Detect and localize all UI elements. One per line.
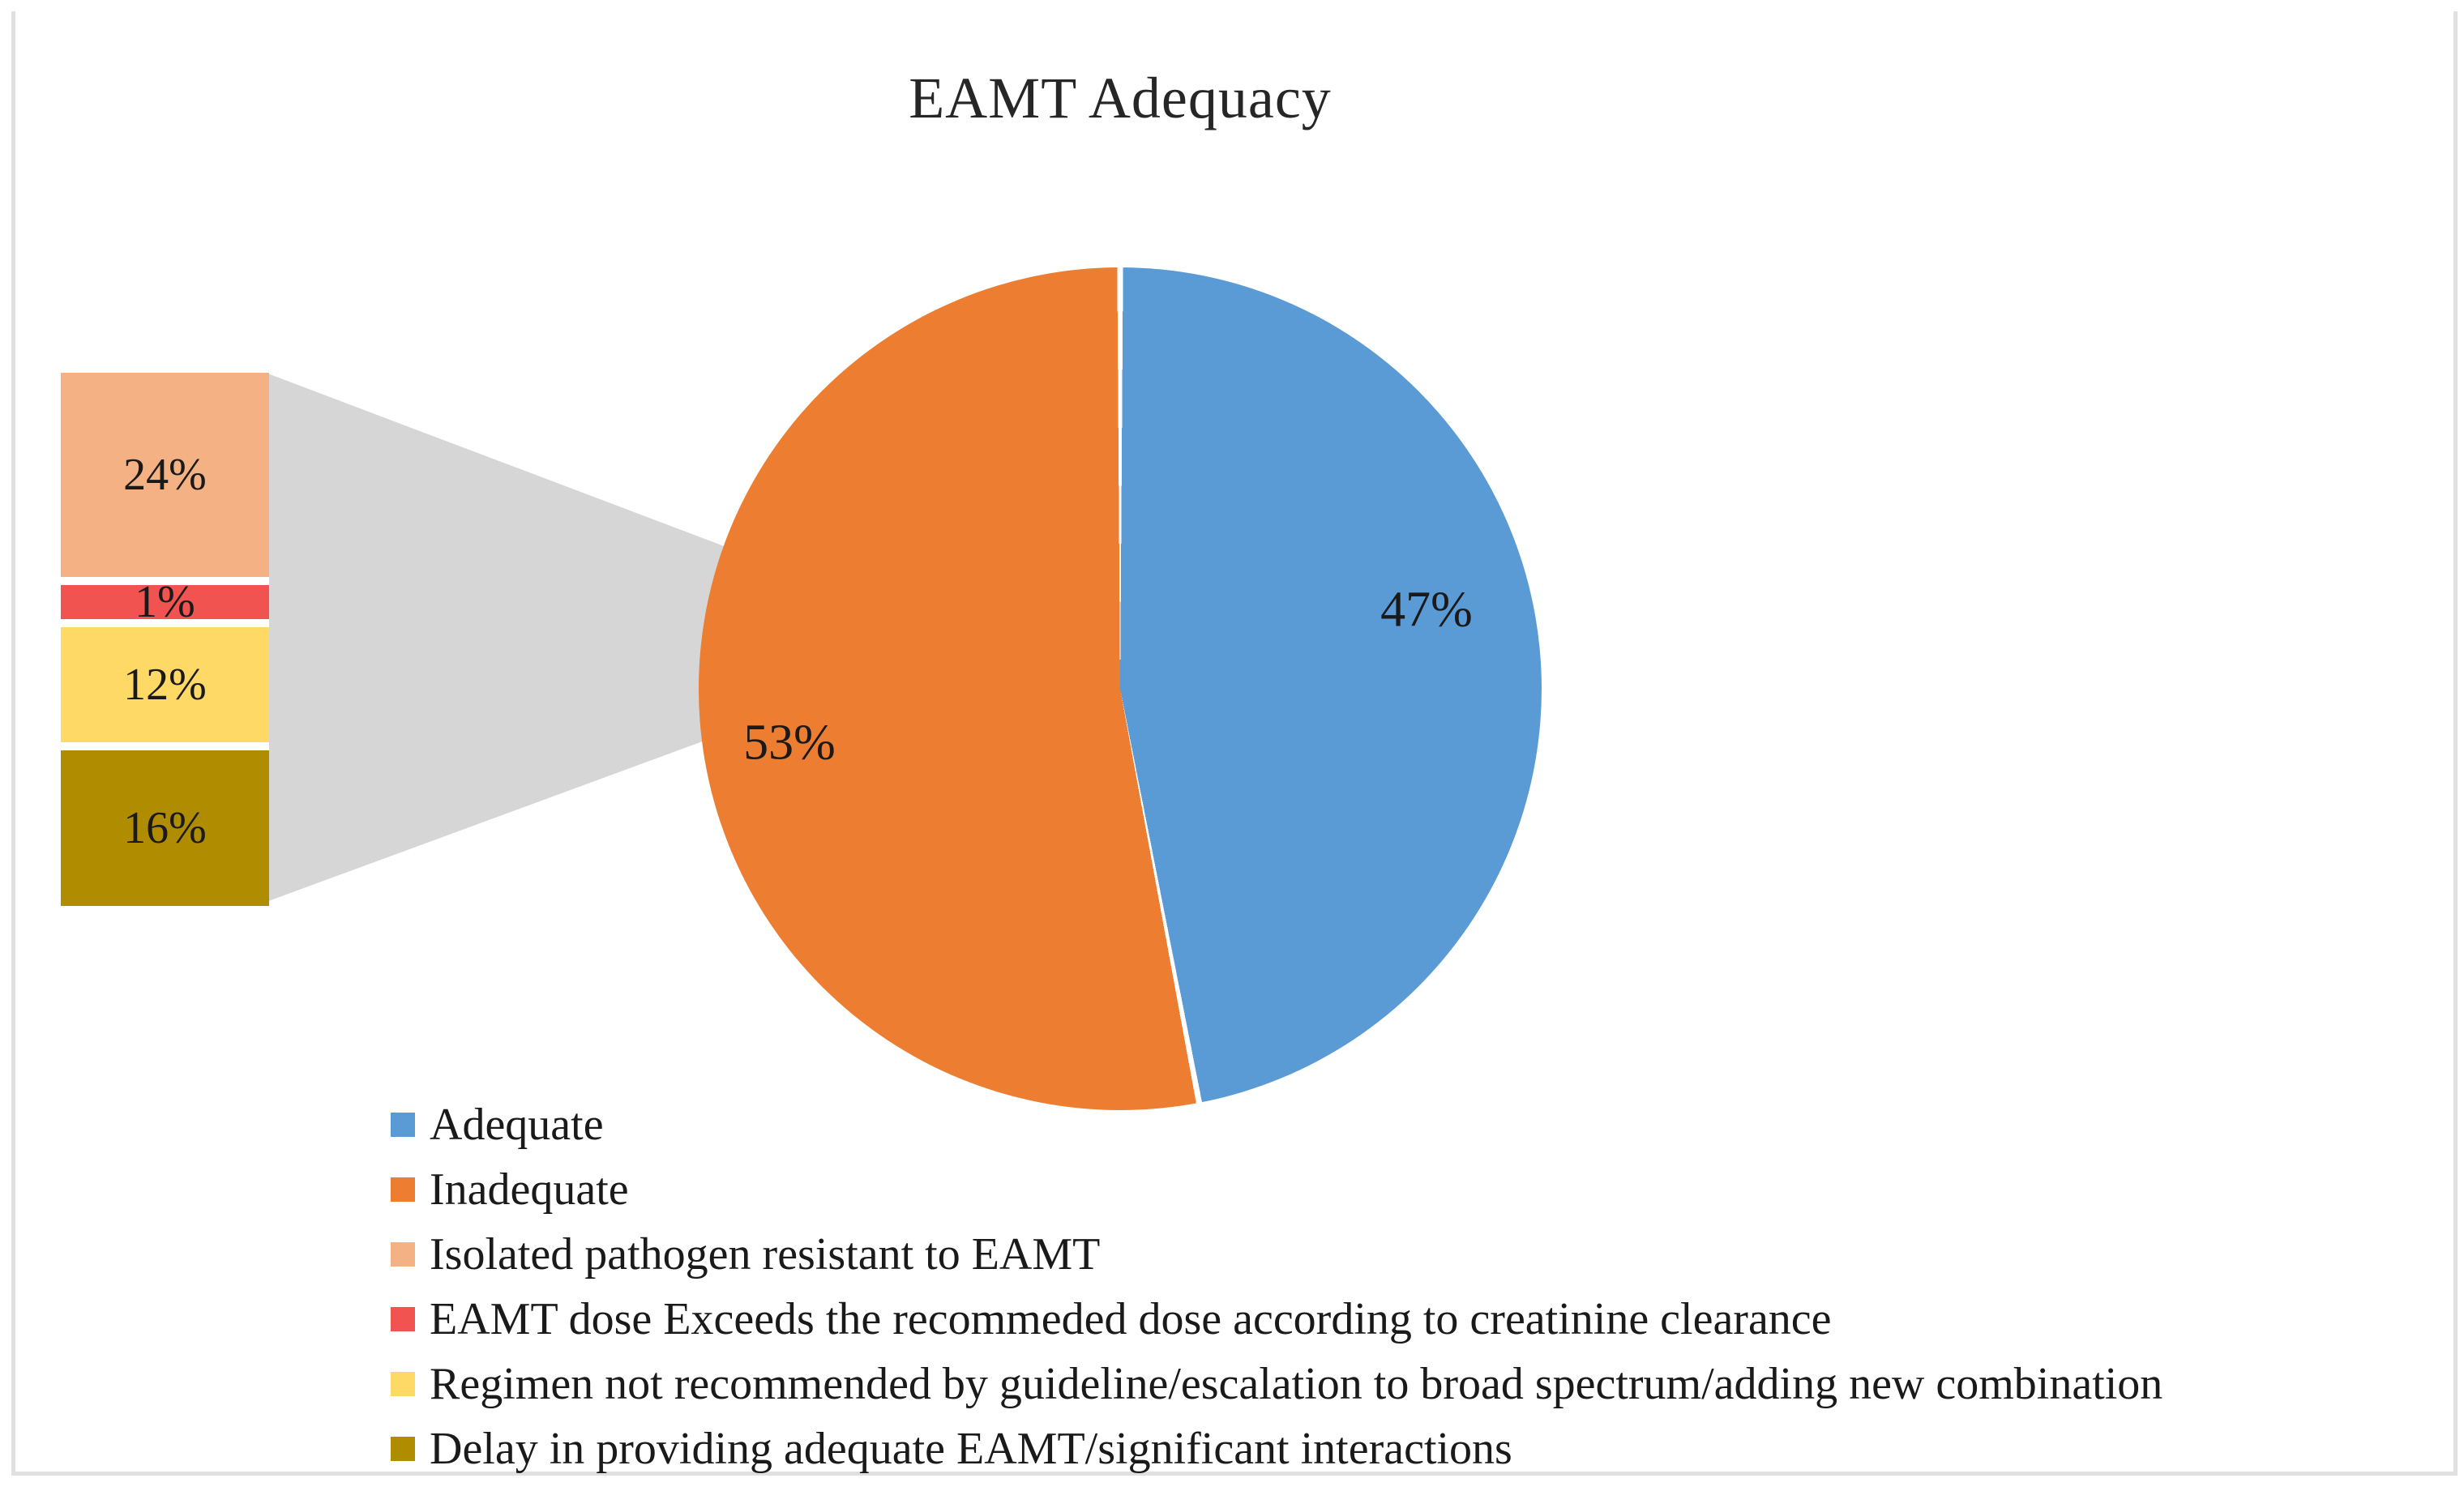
legend-label: Inadequate	[430, 1164, 629, 1215]
legend-label: Delay in providing adequate EAMT/signifi…	[430, 1424, 1512, 1474]
bar-segment-label: 1%	[135, 577, 195, 627]
chart-legend: Adequate Inadequate Isolated pathogen re…	[391, 1092, 2162, 1481]
pie-chart: 47% 53%	[699, 267, 1542, 1110]
legend-marker-inadequate	[391, 1177, 415, 1202]
bar-segment-regimen-not-recommended: 12%	[61, 627, 269, 742]
bar-segment-label: 12%	[123, 660, 207, 710]
legend-item-isolated-pathogen: Isolated pathogen resistant to EAMT	[391, 1222, 2162, 1287]
legend-marker-adequate	[391, 1113, 415, 1137]
breakdown-bar: 24% 1% 12% 16%	[61, 373, 269, 906]
legend-label: Adequate	[430, 1100, 604, 1150]
legend-marker-isolated-pathogen	[391, 1242, 415, 1267]
legend-item-regimen-not-recommended: Regimen not recommended by guideline/esc…	[391, 1352, 2162, 1416]
legend-marker-delay	[391, 1437, 415, 1461]
legend-item-adequate: Adequate	[391, 1092, 2162, 1157]
legend-item-delay: Delay in providing adequate EAMT/signifi…	[391, 1416, 2162, 1481]
bar-segment-isolated-pathogen: 24%	[61, 373, 269, 577]
bar-segment-label: 16%	[123, 803, 207, 853]
bar-segment-dose-exceeds: 1%	[61, 577, 269, 627]
chart-title: EAMT Adequacy	[909, 66, 1332, 130]
legend-item-dose-exceeds: EAMT dose Exceeds the recommeded dose ac…	[391, 1287, 2162, 1352]
pie-data-label-adequate: 47%	[1380, 582, 1473, 638]
bar-segment-label: 24%	[123, 450, 207, 500]
legend-label: EAMT dose Exceeds the recommeded dose ac…	[430, 1294, 1832, 1344]
legend-marker-regimen-not-recommended	[391, 1372, 415, 1396]
legend-marker-dose-exceeds	[391, 1307, 415, 1331]
pie-data-label-inadequate: 53%	[743, 715, 836, 771]
legend-item-inadequate: Inadequate	[391, 1157, 2162, 1222]
legend-label: Regimen not recommended by guideline/esc…	[430, 1359, 2163, 1409]
bar-segment-delay: 16%	[61, 750, 269, 906]
legend-label: Isolated pathogen resistant to EAMT	[430, 1229, 1101, 1280]
